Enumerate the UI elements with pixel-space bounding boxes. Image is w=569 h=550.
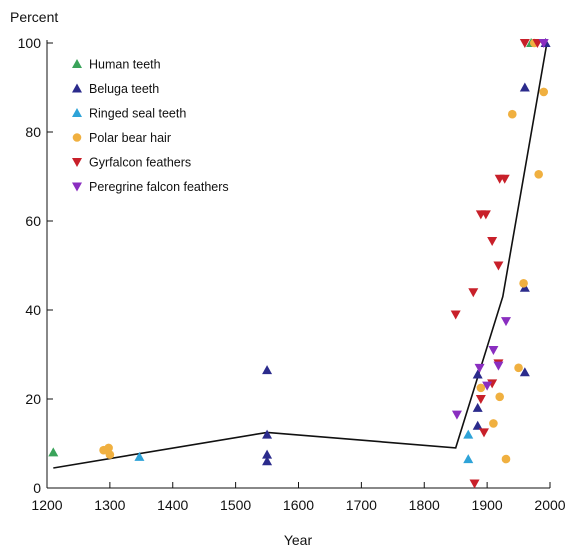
point-peregrine-falcon-feathers xyxy=(451,410,462,420)
point-ringed-seal-teeth xyxy=(134,451,145,461)
point-beluga-teeth xyxy=(519,367,530,377)
point-gyrfalcon-feathers xyxy=(478,428,489,438)
point-ringed-seal-teeth xyxy=(463,454,474,464)
point-beluga-teeth xyxy=(262,449,273,459)
x-tick-label: 1200 xyxy=(31,497,62,513)
point-peregrine-falcon-feathers xyxy=(500,317,511,327)
point-polar-bear-hair xyxy=(104,443,113,453)
point-human-teeth xyxy=(48,447,59,457)
y-ticks: 0 20 40 60 80 100 xyxy=(18,35,53,496)
x-tick-label: 1500 xyxy=(220,497,251,513)
point-gyrfalcon-feathers xyxy=(480,210,491,220)
point-polar-bear-hair xyxy=(539,87,549,97)
x-axis-label-group: Year xyxy=(284,532,313,548)
point-gyrfalcon-feathers xyxy=(468,288,479,298)
point-gyrfalcon-feathers xyxy=(519,39,530,48)
point-gyrfalcon-feathers xyxy=(450,310,461,320)
y-axis-label: Percent xyxy=(10,9,58,25)
point-ringed-seal-teeth xyxy=(463,429,474,439)
point-beluga-teeth xyxy=(472,402,483,412)
y-tick-label: 20 xyxy=(25,391,41,407)
point-polar-bear-hair xyxy=(489,419,498,428)
legend-marker-beluga-teeth xyxy=(72,83,82,93)
point-polar-bear-hair xyxy=(519,279,528,288)
point-peregrine-falcon-feathers xyxy=(474,363,485,373)
x-tick-label: 1800 xyxy=(409,497,440,513)
point-peregrine-falcon-feathers xyxy=(482,381,493,391)
point-gyrfalcon-feathers xyxy=(487,237,498,247)
x-ticks: 1200 1300 1400 1500 1600 1700 1800 1900 2000 xyxy=(31,482,566,513)
point-peregrine-falcon-feathers xyxy=(493,361,504,371)
legend-label-polar-bear-hair: Polar bear hair xyxy=(89,131,171,145)
y-tick-label: 100 xyxy=(18,35,42,51)
y-tick-label: 40 xyxy=(25,302,41,318)
point-beluga-teeth xyxy=(519,82,530,92)
legend-label-peregrine-falcon-feathers: Peregrine falcon feathers xyxy=(89,180,229,194)
x-tick-label: 1700 xyxy=(346,497,377,513)
data-points xyxy=(48,38,551,489)
x-axis-label: Year xyxy=(284,532,313,548)
point-beluga-teeth xyxy=(472,420,483,430)
point-gyrfalcon-feathers xyxy=(493,261,504,271)
point-polar-bear-hair xyxy=(476,383,486,393)
point-polar-bear-hair xyxy=(105,450,115,459)
point-peregrine-falcon-feathers xyxy=(538,39,549,48)
point-polar-bear-hair xyxy=(501,454,511,464)
y-tick-label: 80 xyxy=(25,124,41,140)
y-tick-label: 60 xyxy=(25,213,41,229)
legend-marker-gyrfalcon-feathers xyxy=(72,158,82,167)
point-gyrfalcon-feathers xyxy=(469,479,480,489)
point-gyrfalcon-feathers xyxy=(499,174,510,184)
point-polar-bear-hair xyxy=(495,392,505,402)
point-beluga-teeth xyxy=(262,429,273,439)
trend-line-group xyxy=(53,42,548,469)
x-tick-label: 1600 xyxy=(283,497,314,513)
legend-marker-ringed-seal-teeth xyxy=(72,108,82,117)
point-beluga-teeth xyxy=(262,456,273,466)
point-polar-bear-hair xyxy=(514,363,523,373)
legend-label-ringed-seal-teeth: Ringed seal teeth xyxy=(89,107,186,121)
legend-label-beluga-teeth: Beluga teeth xyxy=(89,82,159,96)
x-tick-label: 1900 xyxy=(472,497,503,513)
point-polar-bear-hair xyxy=(507,109,517,119)
point-polar-bear-hair xyxy=(534,169,543,179)
trend-line xyxy=(53,42,548,469)
x-tick-label: 1400 xyxy=(157,497,188,513)
point-peregrine-falcon-feathers xyxy=(488,346,499,356)
legend-label-gyrfalcon-feathers: Gyrfalcon feathers xyxy=(89,156,191,170)
x-tick-label: 2000 xyxy=(534,497,565,513)
point-gyrfalcon-feathers xyxy=(532,39,543,48)
legend-label-human-teeth: Human teeth xyxy=(89,58,161,72)
legend-marker-peregrine-falcon-feathers xyxy=(72,182,82,192)
y-tick-label: 0 xyxy=(33,480,41,496)
point-gyrfalcon-feathers xyxy=(475,395,486,404)
legend: Human teeth Beluga teeth Ringed seal teeth… xyxy=(72,58,229,194)
legend-marker-polar-bear-hair xyxy=(72,133,82,142)
point-beluga-teeth xyxy=(472,369,483,379)
point-beluga-teeth xyxy=(262,365,273,375)
x-tick-label: 1300 xyxy=(94,497,125,513)
y-axis-label-group: Percent xyxy=(10,9,58,25)
legend-marker-human-teeth xyxy=(72,59,82,68)
